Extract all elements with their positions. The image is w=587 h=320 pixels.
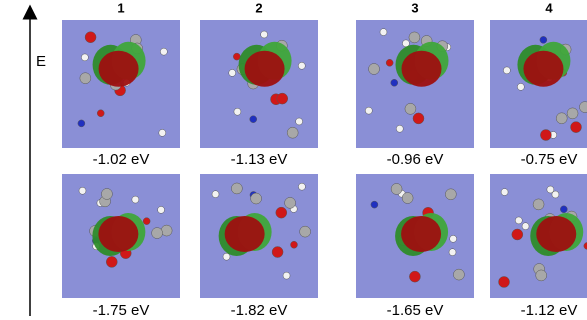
column-number: 4 <box>545 0 553 15</box>
orbital-figure: E 1 -1.02 eV -1.75 eV 2 -1.13 eV -1.82 eV 3 -0.… <box>0 0 587 320</box>
atom <box>369 63 380 74</box>
orbital-energy: -1.13 eV <box>231 151 288 168</box>
atom <box>409 32 420 43</box>
atom <box>409 271 420 282</box>
atom <box>571 122 582 133</box>
atom <box>277 93 288 104</box>
column-number: 2 <box>255 0 262 15</box>
atom <box>503 67 510 74</box>
atom <box>445 189 456 200</box>
atom <box>405 103 416 114</box>
atom <box>272 247 283 258</box>
atom <box>450 235 457 242</box>
atom <box>81 54 88 61</box>
atom <box>567 108 578 119</box>
atom <box>522 223 529 230</box>
orbital-lobe <box>98 216 138 252</box>
atom <box>552 191 559 198</box>
atom <box>132 196 139 203</box>
orbital-energy: -0.96 eV <box>387 151 444 168</box>
orbital-lobe <box>225 216 265 252</box>
column-number: 3 <box>411 0 418 15</box>
atom <box>231 183 242 194</box>
orbital-energy: -1.02 eV <box>93 151 150 168</box>
orbital-energy: -0.75 eV <box>521 151 578 168</box>
atom <box>515 217 522 224</box>
atom <box>234 108 241 115</box>
atom <box>161 225 172 236</box>
atom <box>85 32 96 43</box>
atom <box>78 120 85 127</box>
atom <box>101 188 112 199</box>
atom <box>79 187 86 194</box>
orbital-energy: -1.82 eV <box>231 302 288 319</box>
atom <box>560 206 567 213</box>
atom <box>233 53 240 60</box>
atom <box>499 276 510 287</box>
atom <box>533 199 544 210</box>
atom <box>287 127 298 138</box>
atom <box>283 272 290 279</box>
atom <box>380 29 387 36</box>
atom <box>251 193 262 204</box>
atom <box>536 270 547 281</box>
atom <box>158 206 165 213</box>
atom <box>453 269 464 280</box>
atom <box>229 69 236 76</box>
atom <box>298 62 305 69</box>
atom <box>391 183 402 194</box>
orbital-energy: -1.12 eV <box>521 302 578 319</box>
orbital-lobe <box>245 51 285 87</box>
atom <box>97 110 104 117</box>
atom <box>517 83 524 90</box>
atom <box>501 189 508 196</box>
atom <box>298 183 305 190</box>
atom <box>300 226 311 237</box>
orbital-lobe <box>536 216 576 252</box>
atom <box>285 197 296 208</box>
atom <box>261 31 268 38</box>
orbital-lobe <box>99 51 139 87</box>
atom <box>449 249 456 256</box>
atom <box>223 253 230 260</box>
atom <box>413 113 424 124</box>
atom <box>152 228 163 239</box>
orbital-energy: -1.75 eV <box>93 302 150 319</box>
atom <box>386 59 393 66</box>
atom <box>402 193 413 204</box>
atom <box>365 107 372 114</box>
atom <box>396 125 403 132</box>
atom <box>290 241 297 248</box>
atom <box>540 130 551 141</box>
atom <box>80 73 91 84</box>
atom <box>159 129 166 136</box>
atom <box>512 229 523 240</box>
orbital-lobe <box>401 216 441 252</box>
atom <box>556 113 567 124</box>
atom <box>106 256 117 267</box>
atom <box>212 191 219 198</box>
orbital-lobe <box>523 51 563 87</box>
atom <box>296 118 303 125</box>
orbital-lobe <box>402 51 442 87</box>
atom <box>391 79 398 86</box>
figure: E 1 -1.02 eV -1.75 eV 2 -1.13 eV -1.82 eV 3 -0.… <box>0 0 587 320</box>
atom <box>540 36 547 43</box>
atom <box>276 207 287 218</box>
atom <box>160 48 167 55</box>
axis-label: E <box>36 53 46 70</box>
atom <box>143 218 150 225</box>
orbital-energy: -1.65 eV <box>387 302 444 319</box>
column-number: 1 <box>117 0 124 15</box>
atom <box>371 201 378 208</box>
atom <box>250 116 257 123</box>
